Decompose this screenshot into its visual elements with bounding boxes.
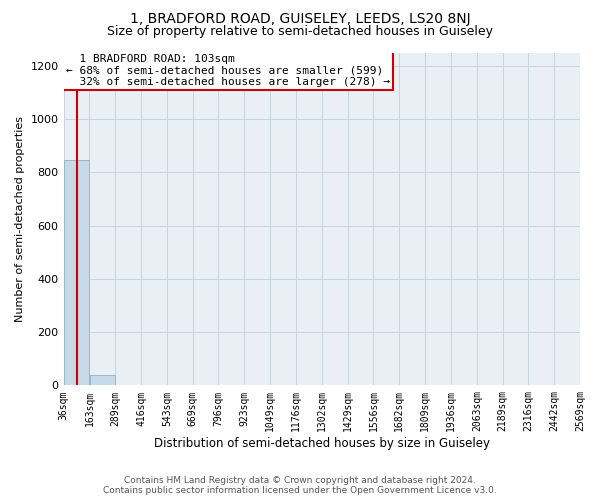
Bar [64, 160, 89, 386]
Text: Contains HM Land Registry data © Crown copyright and database right 2024.
Contai: Contains HM Land Registry data © Crown c… [103, 476, 497, 495]
Text: 1 BRADFORD ROAD: 103sqm
← 68% of semi-detached houses are smaller (599)
  32% of: 1 BRADFORD ROAD: 103sqm ← 68% of semi-de… [65, 54, 389, 87]
Text: 1, BRADFORD ROAD, GUISELEY, LEEDS, LS20 8NJ: 1, BRADFORD ROAD, GUISELEY, LEEDS, LS20 … [130, 12, 470, 26]
X-axis label: Distribution of semi-detached houses by size in Guiseley: Distribution of semi-detached houses by … [154, 437, 490, 450]
Text: Size of property relative to semi-detached houses in Guiseley: Size of property relative to semi-detach… [107, 25, 493, 38]
Bar [89, 375, 115, 386]
Y-axis label: Number of semi-detached properties: Number of semi-detached properties [15, 116, 25, 322]
